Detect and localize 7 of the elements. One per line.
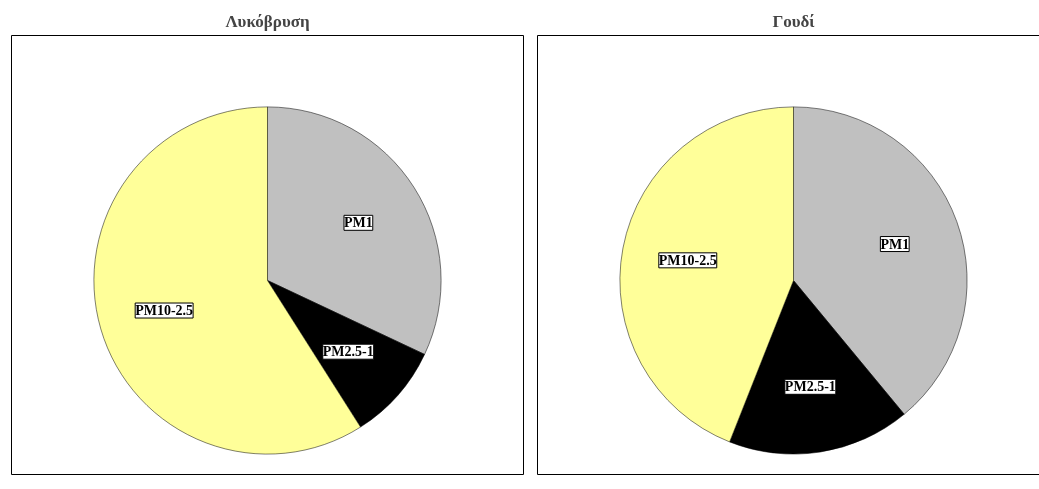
chart-title: Λυκόβρυση	[225, 11, 310, 31]
slice-label: PM2.5-1	[322, 344, 374, 360]
slice-label: PM10-2.5	[658, 252, 717, 268]
slice-label: PM2.5-1	[784, 379, 836, 395]
slice-label: PM1	[343, 215, 373, 231]
slice-label: PM1	[880, 236, 910, 252]
chart-title: Γουδί	[772, 11, 816, 31]
